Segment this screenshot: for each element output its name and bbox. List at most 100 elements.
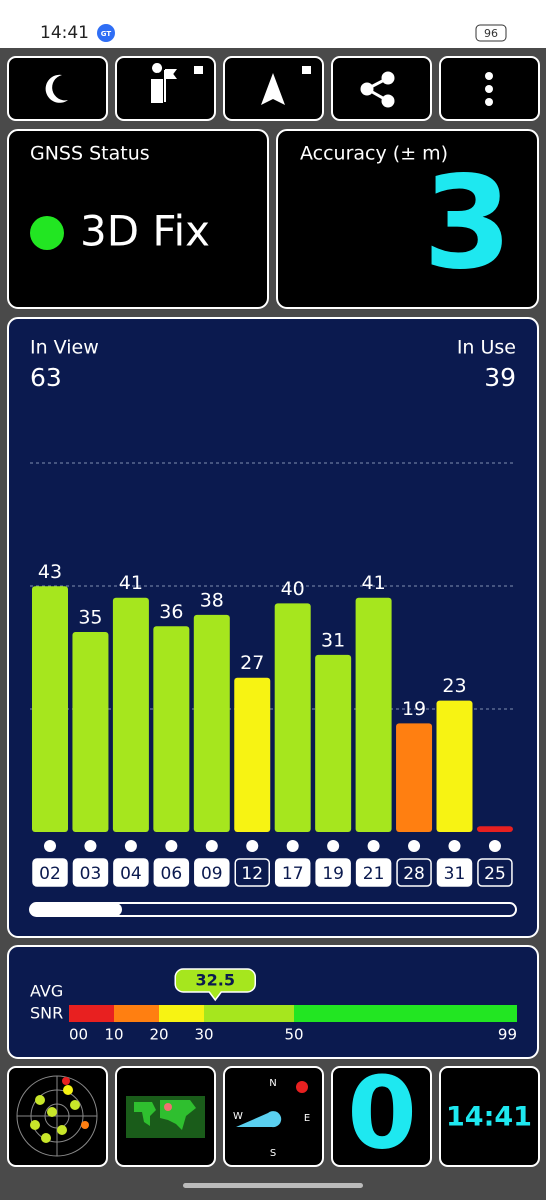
sat-id-box (355, 858, 392, 887)
compass-marker (296, 1081, 308, 1093)
battery: 96 (484, 27, 498, 40)
sat-dot (367, 840, 380, 852)
bar (193, 614, 230, 832)
sat-id-box (72, 858, 109, 887)
snr-tick-label: 30 (194, 1026, 213, 1044)
lock-icon (194, 66, 203, 74)
snr-segment (114, 1005, 159, 1022)
sat-id: 28 (403, 864, 425, 884)
bar (72, 632, 109, 832)
compass-needle (236, 1111, 282, 1128)
clock: 14:41 (40, 23, 89, 43)
sat-id-box (436, 858, 473, 887)
compass-letter: N (269, 1078, 276, 1089)
bar (153, 626, 190, 832)
bar (234, 677, 271, 832)
clock-button[interactable] (439, 1066, 540, 1167)
moon-icon (45, 74, 68, 103)
lock-icon (302, 66, 311, 74)
gnss-title: GNSS Status (30, 143, 150, 165)
sat-id: 04 (120, 864, 142, 884)
snr-tick-label: 99 (498, 1026, 517, 1044)
bar-label: 41 (119, 572, 143, 594)
sat-dot (286, 840, 299, 852)
night-button[interactable] (7, 56, 108, 121)
share-icon (360, 71, 395, 108)
badge-icon (97, 24, 115, 42)
bar-label: 19 (402, 698, 426, 720)
sat-id: 19 (322, 864, 344, 884)
snr-tick-label: 20 (149, 1026, 168, 1044)
snr-tick-label: 10 (104, 1026, 123, 1044)
bar-label: 23 (442, 675, 466, 697)
bar (32, 586, 68, 832)
sat-id: 21 (363, 864, 385, 884)
snr-scale: 00 10 20 30 50 99 32.5 (69, 968, 517, 1044)
sat-id: 06 (161, 864, 183, 884)
gnss-panel (7, 129, 269, 309)
sat-id: 17 (282, 864, 304, 884)
sat-id-box (194, 858, 230, 887)
sat-id: 25 (484, 864, 506, 884)
in-view-label: In View (30, 337, 99, 359)
sat-dot (84, 840, 97, 852)
sat-id-box (32, 858, 68, 887)
skyplot-dots (30, 1077, 89, 1143)
snr-value: 32.5 (196, 971, 235, 990)
snr-segment (69, 1005, 114, 1022)
compass-letters: N E S W (233, 1078, 310, 1159)
sat-id-box (477, 858, 513, 887)
bar-label: 27 (240, 652, 264, 674)
sat-dot (165, 840, 178, 852)
bar (315, 654, 352, 832)
avg-snr-panel (7, 945, 539, 1059)
badge: GT (101, 30, 112, 38)
snr-tick-label: 50 (284, 1026, 303, 1044)
bar (396, 723, 433, 832)
grid (30, 462, 516, 710)
battery-icon (475, 24, 507, 42)
bar-label: 38 (200, 589, 224, 611)
sat-id-box (153, 858, 190, 887)
in-use-label: In Use (457, 337, 516, 359)
snr-marker (174, 968, 256, 1002)
map-land (134, 1100, 196, 1130)
sat-dot (327, 840, 340, 852)
snr-segment (294, 1005, 517, 1022)
sat-dot (124, 840, 137, 852)
fix-indicator (30, 216, 64, 250)
count: 0 (347, 1054, 417, 1171)
scroll-thumb[interactable] (30, 903, 122, 916)
sat-dot (246, 840, 259, 852)
sat-id-box (315, 858, 351, 887)
bar-label: 36 (159, 601, 183, 623)
sat-id-box (234, 858, 270, 887)
arrow-icon (261, 73, 285, 105)
fix-status: 3D Fix (80, 207, 210, 256)
count-button[interactable] (331, 1066, 432, 1167)
status-bar (0, 0, 546, 48)
bar (112, 597, 149, 832)
sat-dot (44, 840, 56, 852)
skyplot-icon (16, 1075, 98, 1157)
bar (436, 700, 473, 832)
sat-id-box (274, 858, 311, 887)
sat-id-box (396, 858, 432, 887)
menu-icon (485, 72, 493, 106)
sat-id-box (113, 858, 149, 887)
sat-id: 03 (80, 864, 102, 884)
bar (274, 603, 311, 832)
in-use: 39 (484, 363, 516, 392)
snr-label: SNR (30, 1004, 63, 1023)
compass-letter: E (304, 1113, 310, 1124)
share-button[interactable] (331, 56, 432, 121)
sat-id: 31 (444, 864, 466, 884)
bar (476, 826, 513, 832)
person-icon (151, 63, 177, 103)
accuracy-title: Accuracy (± m) (300, 143, 448, 165)
bar-label: 31 (321, 629, 345, 651)
bar-label: 35 (78, 607, 102, 629)
compass-letter: S (270, 1148, 276, 1159)
sat-dot (408, 840, 421, 852)
